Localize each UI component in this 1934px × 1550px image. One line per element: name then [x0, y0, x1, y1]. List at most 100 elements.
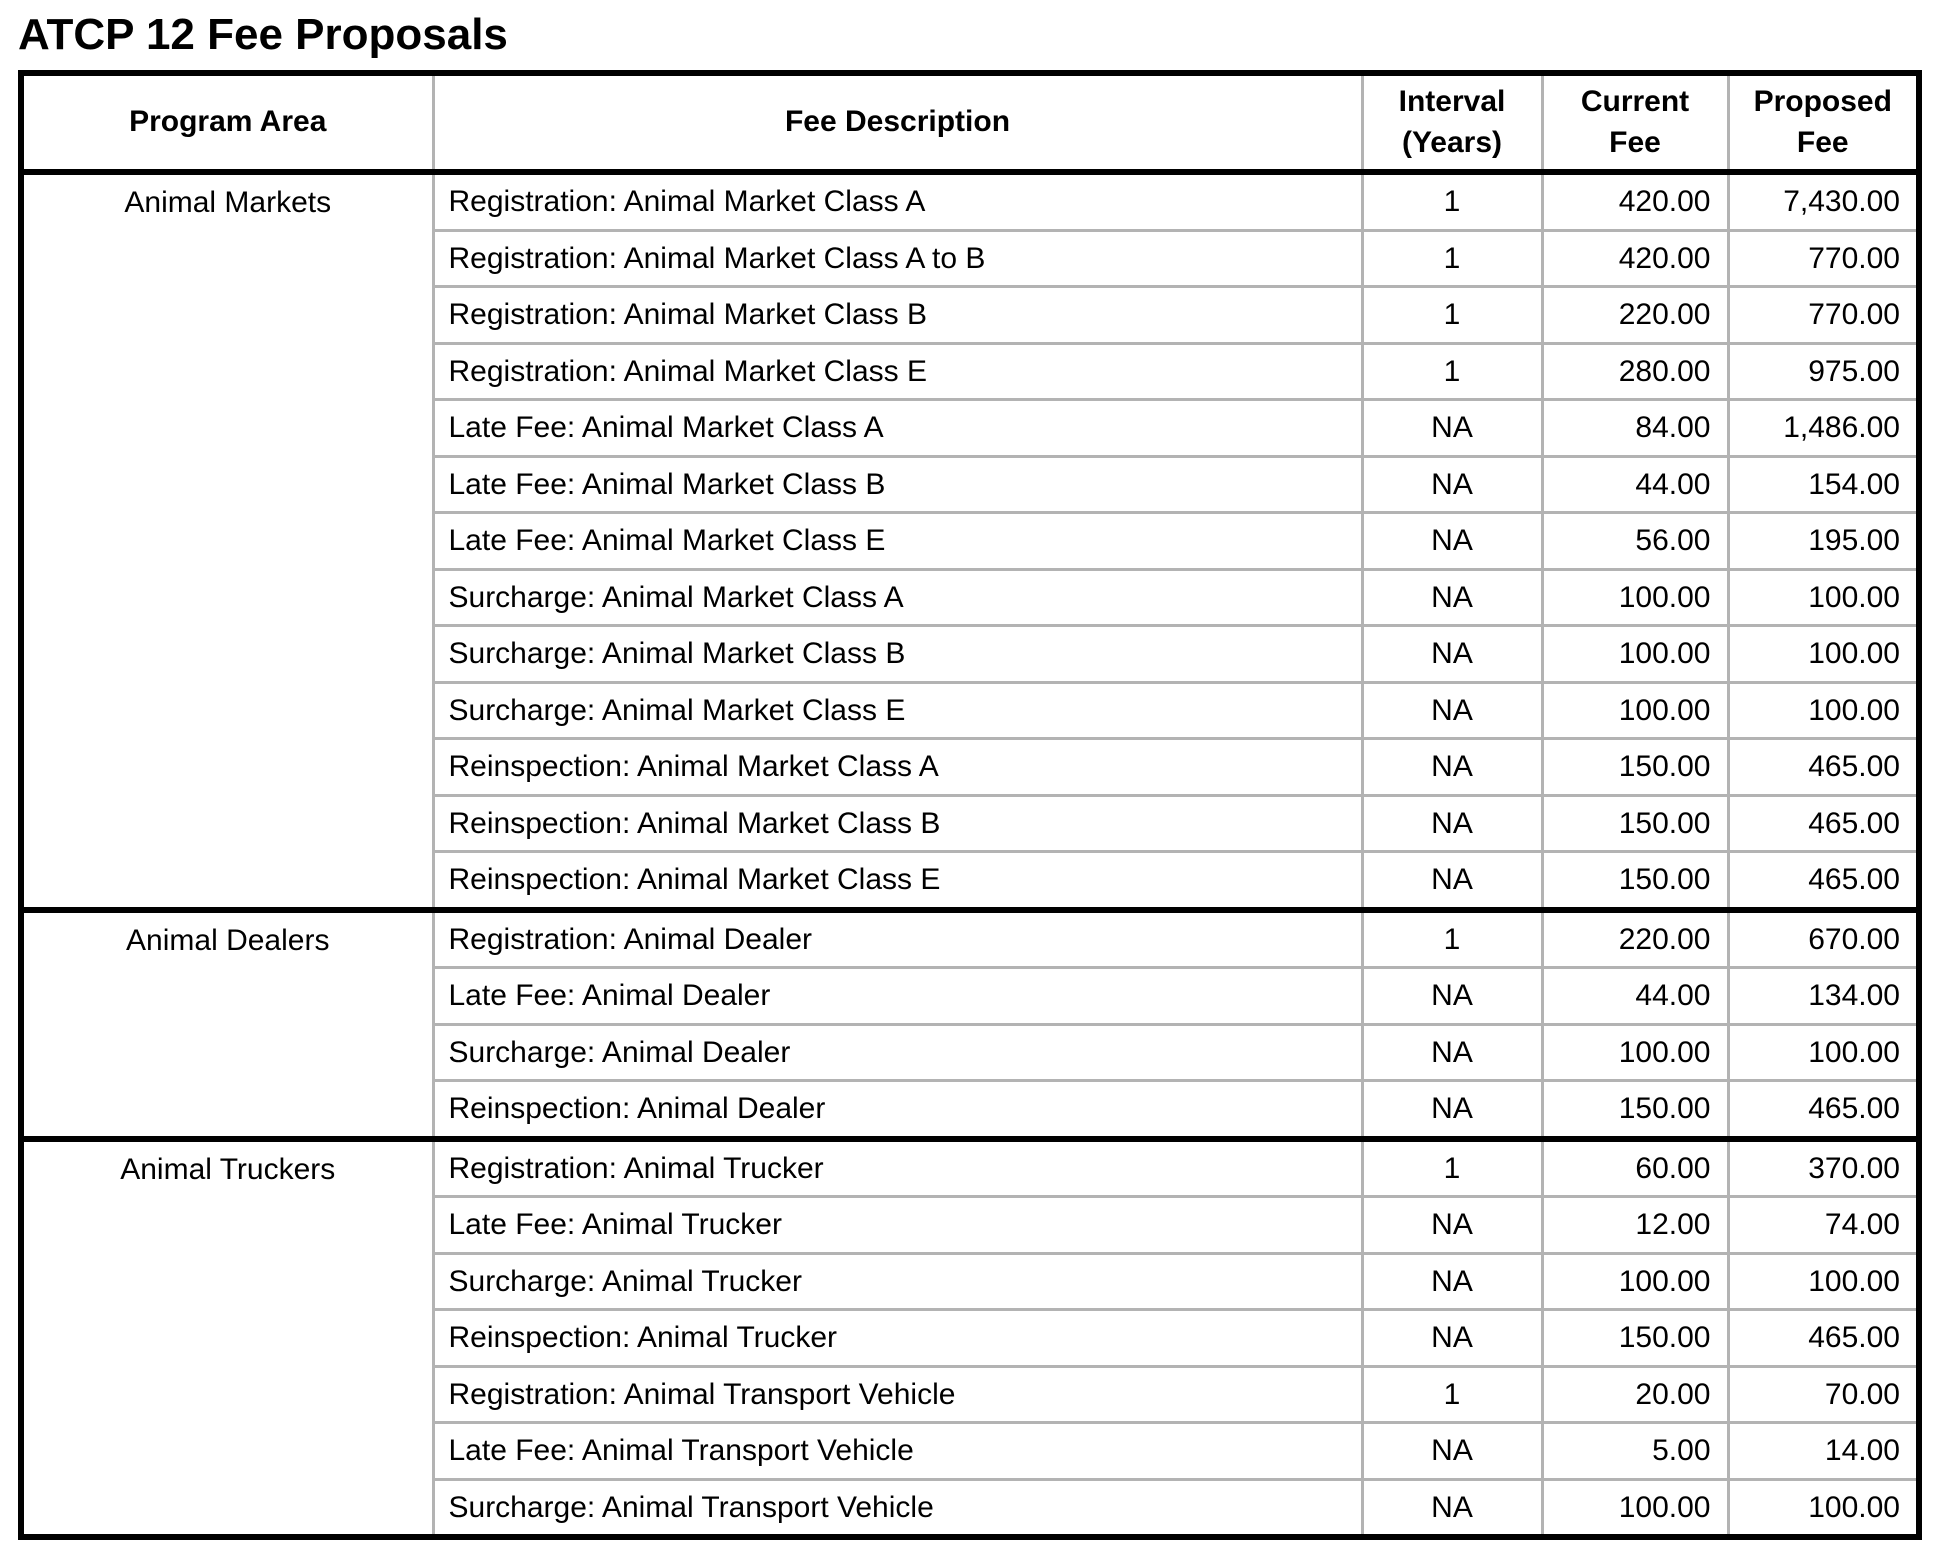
- interval-cell: 1: [1360, 1135, 1544, 1198]
- fee-description-cell: Registration: Animal Market Class E: [431, 341, 1364, 401]
- proposed-fee-cell: 100.00: [1726, 1477, 1921, 1539]
- current-fee-cell: 5.00: [1540, 1421, 1730, 1481]
- proposed-fee-cell: 465.00: [1726, 737, 1921, 797]
- table-row: Reinspection: Animal Market Class A NA 150…: [21, 737, 1921, 797]
- table-row: Late Fee: Animal Transport Vehicle NA 5.00…: [21, 1421, 1921, 1481]
- table-header: Program Area Fee Description Interval (Y…: [21, 73, 1919, 175]
- table-row: Surcharge: Animal Market Class B NA 100.00…: [21, 624, 1921, 684]
- table-row: Reinspection: Animal Trucker NA 150.00 465.…: [21, 1308, 1921, 1368]
- current-fee-cell: 84.00: [1540, 398, 1730, 458]
- proposed-fee-cell: 74.00: [1726, 1195, 1921, 1255]
- fee-description-cell: Surcharge: Animal Market Class B: [431, 624, 1364, 684]
- table-row: Registration: Animal Market Class A to B…: [21, 228, 1921, 288]
- table-body: Animal Markets Registration: Animal Marke…: [19, 169, 1921, 1539]
- table-row: Reinspection: Animal Market Class E NA 150…: [21, 850, 1921, 911]
- current-fee-cell: 56.00: [1540, 511, 1730, 571]
- proposed-fee-cell: 1,486.00: [1726, 398, 1921, 458]
- proposed-fee-cell: 465.00: [1726, 1079, 1921, 1140]
- fee-description-cell: Registration: Animal Market Class B: [431, 285, 1364, 345]
- interval-cell: NA: [1360, 1079, 1544, 1140]
- current-fee-cell: 150.00: [1540, 737, 1730, 797]
- table-row: Late Fee: Animal Market Class A NA 84.00 1,…: [21, 398, 1921, 458]
- header-fee-description: Fee Description: [431, 73, 1362, 175]
- interval-cell: NA: [1360, 454, 1544, 514]
- proposed-fee-cell: 134.00: [1726, 966, 1921, 1026]
- interval-cell: NA: [1360, 1251, 1544, 1311]
- current-fee-cell: 280.00: [1540, 341, 1730, 401]
- proposed-fee-cell: 465.00: [1726, 1308, 1921, 1368]
- header-current-fee: Current Fee: [1540, 73, 1728, 175]
- interval-cell: NA: [1360, 737, 1544, 797]
- proposed-fee-cell: 100.00: [1726, 567, 1921, 627]
- fee-description-cell: Reinspection: Animal Dealer: [431, 1079, 1364, 1140]
- proposed-fee-cell: 370.00: [1726, 1135, 1921, 1198]
- table-row: Surcharge: Animal Trucker NA 100.00 100.00: [21, 1251, 1921, 1311]
- table-row: Surcharge: Animal Dealer NA 100.00 100.00: [21, 1022, 1921, 1082]
- interval-cell: NA: [1360, 1022, 1544, 1082]
- table-row: Registration: Animal Market Class E 1 280.…: [21, 341, 1921, 401]
- fee-description-cell: Registration: Animal Market Class A: [431, 169, 1364, 232]
- fee-description-cell: Surcharge: Animal Trucker: [431, 1251, 1364, 1311]
- fee-description-cell: Late Fee: Animal Transport Vehicle: [431, 1421, 1364, 1481]
- interval-cell: NA: [1360, 567, 1544, 627]
- interval-cell: NA: [1360, 680, 1544, 740]
- table-row: Surcharge: Animal Market Class E NA 100.00…: [21, 680, 1921, 740]
- fee-description-cell: Reinspection: Animal Trucker: [431, 1308, 1364, 1368]
- fee-description-cell: Reinspection: Animal Market Class E: [431, 850, 1364, 911]
- proposed-fee-cell: 70.00: [1726, 1364, 1921, 1424]
- current-fee-cell: 12.00: [1540, 1195, 1730, 1255]
- proposed-fee-cell: 100.00: [1726, 1251, 1921, 1311]
- fee-description-cell: Surcharge: Animal Market Class E: [431, 680, 1364, 740]
- interval-cell: NA: [1360, 624, 1544, 684]
- fee-description-cell: Surcharge: Animal Market Class A: [431, 567, 1364, 627]
- proposed-fee-cell: 465.00: [1726, 793, 1921, 853]
- current-fee-cell: 220.00: [1540, 285, 1730, 345]
- fee-description-cell: Surcharge: Animal Transport Vehicle: [431, 1477, 1364, 1539]
- proposed-fee-cell: 100.00: [1726, 624, 1921, 684]
- header-program-area: Program Area: [21, 73, 433, 175]
- fee-description-cell: Registration: Animal Market Class A to B: [431, 228, 1364, 288]
- fee-description-cell: Reinspection: Animal Market Class B: [431, 793, 1364, 853]
- interval-cell: NA: [1360, 966, 1544, 1026]
- table-row: Animal Truckers Registration: Animal Truc…: [19, 1135, 1921, 1537]
- fee-description-cell: Registration: Animal Dealer: [431, 906, 1364, 969]
- proposed-fee-cell: 670.00: [1726, 906, 1921, 969]
- interval-cell: 1: [1360, 341, 1544, 401]
- fee-description-cell: Late Fee: Animal Dealer: [431, 966, 1364, 1026]
- current-fee-cell: 150.00: [1540, 1079, 1730, 1140]
- fee-proposals-table: Program Area Fee Description Interval (Y…: [18, 70, 1922, 1540]
- interval-cell: 1: [1360, 906, 1544, 969]
- header-interval-years: Interval (Years): [1360, 73, 1542, 175]
- proposed-fee-cell: 465.00: [1726, 850, 1921, 911]
- proposed-fee-cell: 975.00: [1726, 341, 1921, 401]
- proposed-fee-cell: 7,430.00: [1726, 169, 1921, 232]
- fee-description-cell: Registration: Animal Transport Vehicle: [431, 1364, 1364, 1424]
- table-row: Animal Dealers Registration: Animal Deale…: [19, 906, 1921, 1139]
- current-fee-cell: 100.00: [1540, 624, 1730, 684]
- current-fee-cell: 150.00: [1540, 1308, 1730, 1368]
- proposed-fee-cell: 770.00: [1726, 285, 1921, 345]
- interval-cell: 1: [1360, 228, 1544, 288]
- current-fee-cell: 44.00: [1540, 454, 1730, 514]
- table-row: Reinspection: Animal Dealer NA 150.00 465.0…: [21, 1079, 1921, 1140]
- interval-cell: NA: [1360, 793, 1544, 853]
- interval-cell: NA: [1360, 1421, 1544, 1481]
- interval-cell: NA: [1360, 1195, 1544, 1255]
- table-row: Late Fee: Animal Trucker NA 12.00 74.00: [21, 1195, 1921, 1255]
- current-fee-cell: 150.00: [1540, 850, 1730, 911]
- interval-cell: 1: [1360, 1364, 1544, 1424]
- fee-description-cell: Late Fee: Animal Market Class A: [431, 398, 1364, 458]
- table-row: Registration: Animal Transport Vehicle 1 2…: [21, 1364, 1921, 1424]
- proposed-fee-cell: 100.00: [1726, 680, 1921, 740]
- proposed-fee-cell: 154.00: [1726, 454, 1921, 514]
- table-row: Late Fee: Animal Dealer NA 44.00 134.00: [21, 966, 1921, 1026]
- current-fee-cell: 220.00: [1540, 906, 1730, 969]
- current-fee-cell: 60.00: [1540, 1135, 1730, 1198]
- fee-description-cell: Late Fee: Animal Market Class E: [431, 511, 1364, 571]
- interval-cell: NA: [1360, 1308, 1544, 1368]
- proposed-fee-cell: 770.00: [1726, 228, 1921, 288]
- proposed-fee-cell: 100.00: [1726, 1022, 1921, 1082]
- table-row: Reinspection: Animal Market Class B NA 150…: [21, 793, 1921, 853]
- interval-cell: NA: [1360, 511, 1544, 571]
